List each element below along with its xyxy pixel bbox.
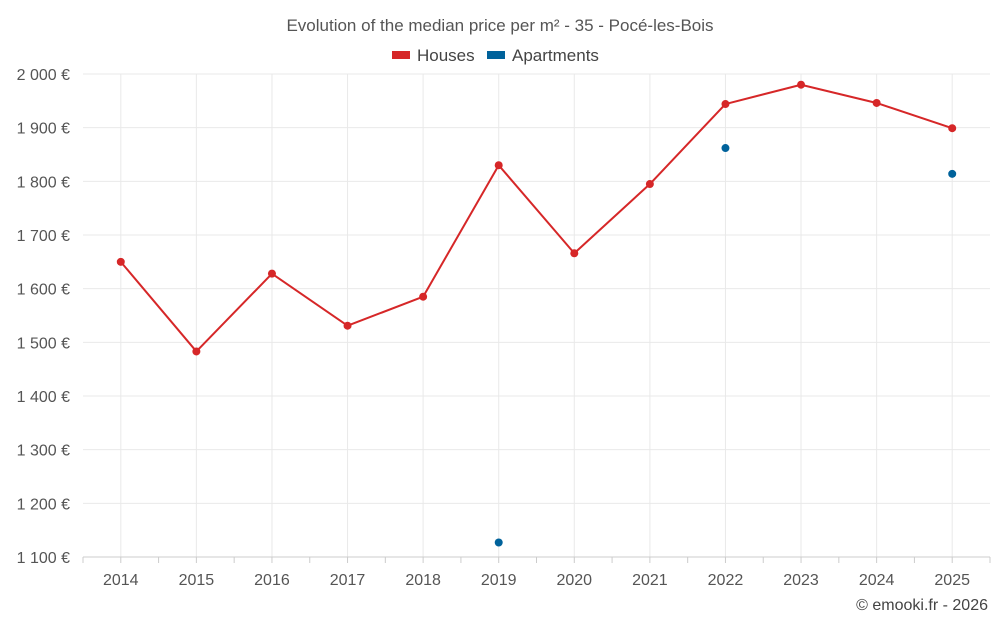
data-point-houses-2020[interactable] — [570, 249, 579, 258]
legend: Houses Apartments — [392, 46, 599, 65]
data-point-houses-2016[interactable] — [267, 269, 276, 278]
x-tick-label: 2022 — [708, 572, 744, 589]
data-point-houses-2018[interactable] — [419, 292, 428, 301]
series-houses — [116, 80, 957, 356]
line-segment-houses — [195, 272, 273, 353]
y-tick-label: 1 900 € — [17, 121, 70, 138]
line-segment-houses — [497, 164, 576, 255]
y-tick-label: 1 700 € — [17, 228, 70, 245]
x-tick-label: 2015 — [179, 572, 215, 589]
y-tick-label: 2 000 € — [17, 67, 70, 84]
data-point-houses-2014[interactable] — [116, 257, 125, 266]
data-point-houses-2019[interactable] — [494, 161, 503, 170]
chart-title: Evolution of the median price per m² - 3… — [286, 16, 713, 35]
line-segment-houses — [346, 295, 425, 327]
y-tick-label: 1 100 € — [17, 550, 70, 567]
y-tick-label: 1 400 € — [17, 389, 70, 406]
data-point-houses-2017[interactable] — [343, 321, 352, 330]
line-segment-houses — [573, 183, 651, 255]
legend-label-houses: Houses — [417, 46, 475, 65]
credit-text: © emooki.fr - 2026 — [856, 597, 988, 614]
x-tick-label: 2024 — [859, 572, 895, 589]
data-point-apartments-2022[interactable] — [721, 144, 730, 153]
x-tick-label: 2020 — [556, 572, 592, 589]
line-segment-houses — [119, 260, 198, 353]
legend-swatch-houses — [392, 51, 410, 59]
series-apartments — [494, 144, 957, 547]
legend-swatch-apartments — [487, 51, 505, 59]
legend-item-houses[interactable]: Houses — [392, 46, 475, 65]
line-segment-houses — [875, 101, 954, 130]
x-axis: 2014 2015 2016 2017 2018 2019 2020 2021 2022 2023… — [82, 556, 991, 589]
data-point-apartments-2025[interactable] — [948, 169, 957, 178]
data-point-houses-2023[interactable] — [797, 80, 806, 89]
x-tick-label: 2019 — [481, 572, 517, 589]
legend-label-apartments: Apartments — [512, 46, 599, 65]
line-segment-houses — [724, 83, 803, 106]
data-point-houses-2022[interactable] — [721, 100, 730, 109]
line-segment-houses — [800, 83, 878, 104]
x-tick-label: 2021 — [632, 572, 668, 589]
x-tick-label: 2017 — [330, 572, 366, 589]
x-tick-label: 2025 — [934, 572, 970, 589]
y-tick-label: 1 500 € — [17, 335, 70, 352]
line-segment-houses — [648, 103, 727, 186]
y-axis: 1 100 € 1 200 € 1 300 € 1 400 € 1 500 € 1 600… — [17, 67, 70, 567]
y-tick-label: 1 800 € — [17, 174, 70, 191]
data-point-houses-2015[interactable] — [192, 347, 201, 356]
y-tick-label: 1 300 € — [17, 443, 70, 460]
line-segment-houses — [270, 272, 349, 327]
legend-item-apartments[interactable]: Apartments — [487, 46, 599, 65]
x-tick-label: 2014 — [103, 572, 139, 589]
gridlines — [83, 73, 990, 557]
x-tick-label: 2023 — [783, 572, 819, 589]
data-series — [116, 80, 957, 547]
x-tick-label: 2016 — [254, 572, 290, 589]
y-tick-label: 1 200 € — [17, 496, 70, 513]
line-segment-houses — [422, 164, 500, 298]
data-point-apartments-2019[interactable] — [494, 538, 503, 547]
data-point-houses-2024[interactable] — [872, 98, 881, 107]
x-tick-label: 2018 — [405, 572, 441, 589]
y-tick-label: 1 600 € — [17, 282, 70, 299]
data-point-houses-2025[interactable] — [948, 124, 957, 133]
data-point-houses-2021[interactable] — [645, 180, 654, 189]
